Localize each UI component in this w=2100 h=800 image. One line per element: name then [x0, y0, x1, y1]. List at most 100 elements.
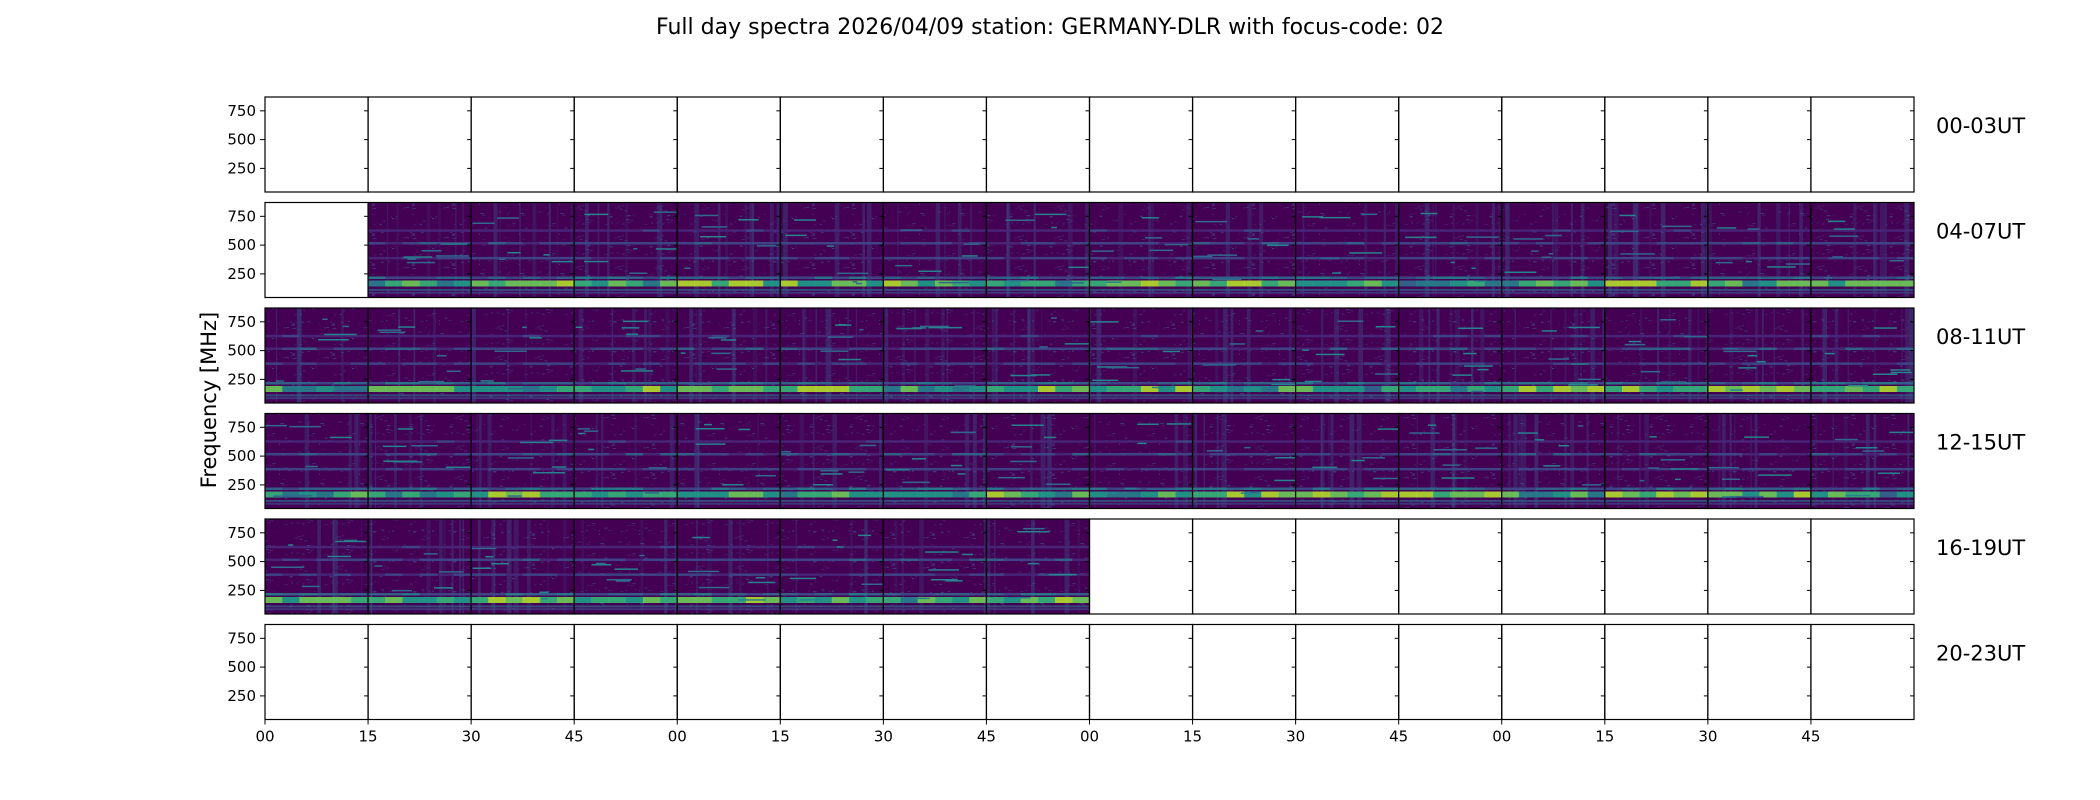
row-label: 04-07UT [1936, 220, 2025, 244]
frequency-band [625, 593, 644, 596]
frequency-band [934, 276, 953, 279]
time-streak [361, 519, 363, 614]
frequency-band [1828, 382, 1846, 385]
signal-dash [789, 577, 817, 580]
frequency-band [1141, 242, 1159, 245]
frequency-band [797, 386, 816, 392]
frequency-band [368, 558, 386, 561]
signal-dash [680, 352, 686, 354]
frequency-band [385, 573, 403, 576]
signal-dash [318, 339, 349, 341]
frequency-band [1055, 242, 1073, 245]
frequency-band [677, 467, 695, 471]
x-tick-label: 45 [1389, 728, 1408, 746]
spectrum-panel [1810, 96, 1915, 193]
frequency-band [969, 280, 987, 287]
frequency-band [1072, 362, 1090, 365]
frequency-band [385, 362, 403, 365]
frequency-band [1089, 242, 1108, 245]
frequency-band [282, 386, 300, 392]
signal-dash [435, 255, 469, 257]
signal-dash [273, 495, 307, 497]
frequency-band [574, 440, 592, 443]
signal-dash [1582, 484, 1605, 486]
signal-dash [1068, 266, 1090, 269]
time-streak [1358, 308, 1363, 403]
frequency-band [1415, 334, 1434, 338]
signal-dash [895, 264, 913, 267]
frequency-band [1038, 242, 1056, 245]
signal-dash [1452, 374, 1472, 376]
time-streak [1215, 308, 1219, 403]
frequency-band [591, 593, 610, 596]
frequency-band [728, 280, 747, 287]
signal-dash [755, 577, 766, 579]
frequency-band [316, 334, 335, 338]
frequency-band [934, 382, 953, 385]
signal-dash [591, 564, 612, 566]
frequency-band [1604, 386, 1623, 392]
frequency-band [350, 487, 369, 490]
signal-dash [397, 326, 416, 328]
time-streak [513, 519, 519, 614]
frequency-band [488, 334, 506, 338]
frequency-band [711, 334, 730, 338]
frequency-band [471, 440, 489, 443]
time-streak [694, 413, 699, 509]
frequency-band [557, 487, 575, 490]
frequency-band [1278, 487, 1296, 490]
frequency-band [814, 362, 833, 365]
frequency-band [1776, 229, 1795, 232]
frequency-band [1089, 467, 1108, 471]
time-streak [1602, 308, 1605, 403]
frequency-band [1501, 491, 1520, 498]
frequency-band [1759, 382, 1778, 385]
frequency-band [453, 280, 472, 287]
signal-dash [1011, 424, 1044, 426]
frequency-band [1570, 276, 1589, 279]
frequency-band [1725, 382, 1743, 385]
frequency-band [299, 545, 318, 549]
spectrum-panel [676, 201, 781, 299]
spectrum-panel [470, 201, 575, 299]
time-streak [717, 202, 721, 298]
frequency-band [608, 362, 627, 365]
frequency-band [728, 573, 747, 576]
frequency-band [952, 440, 970, 443]
frequency-band [1433, 491, 1451, 498]
frequency-band [1742, 256, 1760, 260]
time-streak [1033, 202, 1036, 298]
frequency-band [780, 467, 798, 471]
frequency-band [1038, 229, 1056, 232]
frequency-band [849, 593, 867, 596]
frequency-band [1003, 487, 1022, 490]
frequency-band [1038, 597, 1056, 603]
frequency-band [694, 558, 713, 561]
signal-dash [834, 324, 852, 326]
frequency-band [385, 453, 403, 456]
frequency-band [488, 453, 506, 456]
frequency-band [814, 276, 833, 279]
frequency-band [1330, 491, 1348, 498]
signal-dash [407, 258, 416, 260]
time-streak [562, 413, 567, 509]
frequency-band [1518, 386, 1537, 392]
signal-dash [838, 358, 861, 361]
frequency-band [471, 593, 489, 596]
frequency-band [1536, 386, 1554, 392]
time-streak [1221, 413, 1226, 509]
frequency-band [849, 573, 867, 576]
frequency-band [1742, 280, 1760, 287]
frequency-band [1587, 386, 1605, 392]
frequency-band [1398, 291, 1502, 294]
frequency-band [591, 545, 610, 549]
frequency-band [1330, 242, 1348, 245]
frequency-band [1158, 242, 1176, 245]
frequency-band [1690, 276, 1708, 279]
frequency-band [1398, 453, 1417, 456]
frequency-band [625, 276, 644, 279]
frequency-band [1141, 467, 1159, 471]
frequency-band [677, 280, 695, 287]
row-label: 12-15UT [1936, 431, 2025, 455]
frequency-band [1192, 347, 1211, 350]
